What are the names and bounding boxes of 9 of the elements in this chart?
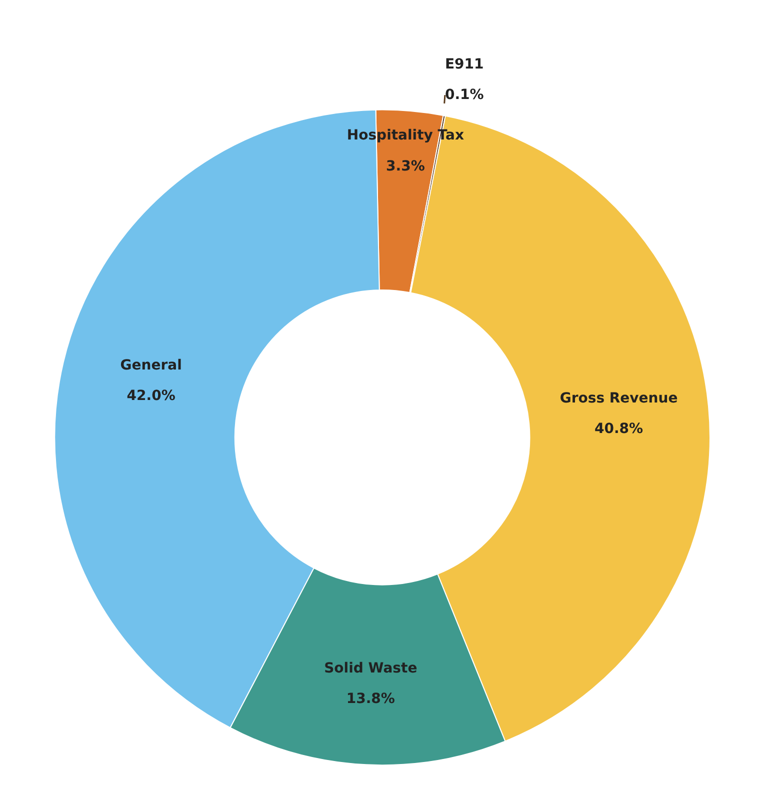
- slice-label: General: [120, 358, 182, 374]
- slice-label: Gross Revenue: [560, 390, 678, 407]
- data-label: 0.1%: [444, 87, 484, 104]
- data-label: 42.0%: [126, 388, 176, 404]
- data-label: 40.8%: [594, 421, 644, 438]
- data-label: 13.8%: [346, 690, 395, 707]
- data-label: 3.3%: [386, 158, 425, 174]
- slice-label: E911: [444, 56, 484, 72]
- slice-label: Solid Waste: [324, 660, 418, 676]
